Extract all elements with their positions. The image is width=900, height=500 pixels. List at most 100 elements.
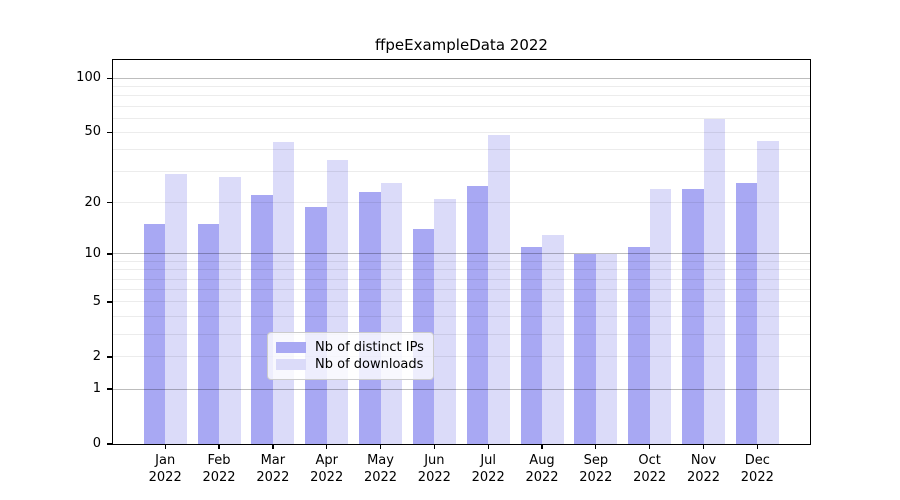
bar-downloads-jan <box>165 174 187 444</box>
month-label: Jan <box>155 453 176 468</box>
legend: Nb of distinct IPs Nb of downloads <box>267 332 434 380</box>
distinct-ips-swatch <box>276 342 306 353</box>
x-tick-dec <box>756 444 758 449</box>
gridline-2 <box>113 356 810 358</box>
gridline-7 <box>113 278 810 280</box>
major-gridline-1 <box>113 388 810 390</box>
year-label: 2022 <box>256 470 290 485</box>
year-label: 2022 <box>525 470 559 485</box>
year-label: 2022 <box>148 470 182 485</box>
x-tick-jul <box>487 444 489 449</box>
y-tick-label-50: 50 <box>84 124 101 140</box>
plot-area: 100 50 20 10 5 2 1 0 Jan 2022 Feb 2022 Mar 2022 Apr 202… <box>76 59 811 485</box>
x-tick-jan <box>164 444 166 449</box>
x-tick-apr <box>326 444 328 449</box>
y-tick-label-2: 2 <box>92 348 101 364</box>
y-tick-label-5: 5 <box>92 293 101 309</box>
x-tick-label-mar: Mar 2022 <box>233 452 313 486</box>
bar-distinct-ips-jan <box>143 224 166 444</box>
x-tick-oct <box>649 444 651 449</box>
year-label: 2022 <box>202 470 236 485</box>
bar-distinct-ips-nov <box>682 188 704 444</box>
gridline-4 <box>113 315 810 317</box>
bar-distinct-ips-aug <box>520 247 542 444</box>
bar-downloads-nov <box>703 119 725 444</box>
y-tick-50 <box>107 131 113 133</box>
y-tick-1 <box>107 388 113 390</box>
gridline-5 <box>113 301 810 303</box>
x-tick-label-sep: Sep 2022 <box>556 452 636 486</box>
year-label: 2022 <box>740 470 774 485</box>
month-label: Sep <box>583 453 609 468</box>
y-tick-10 <box>107 253 113 255</box>
gridline-8 <box>113 269 810 271</box>
downloads-swatch <box>276 359 306 370</box>
month-label: Oct <box>638 453 661 468</box>
x-tick-feb <box>218 444 220 449</box>
y-tick-label-10: 10 <box>84 245 101 261</box>
bar-distinct-ips-oct <box>628 247 650 444</box>
y-tick-100 <box>107 77 113 79</box>
x-tick-label-feb: Feb 2022 <box>179 452 259 486</box>
month-label: Jul <box>480 453 497 468</box>
year-label: 2022 <box>579 470 613 485</box>
x-tick-label-jul: Jul 2022 <box>448 452 528 486</box>
chart-title: ffpeExampleData 2022 <box>375 36 548 54</box>
gridline-90 <box>113 85 810 87</box>
bar-downloads-sep <box>595 253 618 444</box>
x-tick-label-aug: Aug 2022 <box>502 452 582 486</box>
x-tick-nov <box>702 444 705 449</box>
x-tick-label-jun: Jun 2022 <box>394 452 474 486</box>
bar-downloads-mar <box>272 142 295 444</box>
bar-downloads-feb <box>219 177 241 444</box>
legend-item-downloads: Nb of downloads <box>276 356 424 373</box>
month-label: Dec <box>744 453 770 468</box>
gridline-6 <box>113 289 810 291</box>
bar-downloads-aug <box>542 234 564 444</box>
x-tick-jun <box>433 444 435 449</box>
bar-downloads-oct <box>649 188 672 444</box>
bar-distinct-ips-mar <box>251 195 273 444</box>
y-tick-label-20: 20 <box>84 194 101 210</box>
y-tick-2 <box>107 356 113 358</box>
bar-distinct-ips-feb <box>197 224 220 444</box>
bar-downloads-may <box>380 182 403 444</box>
bar-distinct-ips-apr <box>305 206 327 444</box>
major-gridline-100 <box>113 77 810 79</box>
gridline-80 <box>113 95 810 97</box>
bar-downloads-jul <box>488 135 510 444</box>
year-label: 2022 <box>633 470 667 485</box>
bar-downloads-dec <box>757 140 779 444</box>
year-label: 2022 <box>686 470 721 485</box>
year-label: 2022 <box>310 470 344 485</box>
x-tick-may <box>379 444 382 449</box>
y-tick-20 <box>107 202 113 204</box>
gridline-50 <box>113 131 810 133</box>
x-tick-label-oct: Oct 2022 <box>610 452 690 486</box>
y-tick-5 <box>107 301 113 303</box>
legend-label-downloads: Nb of downloads <box>315 357 424 372</box>
legend-item-distinct-ips: Nb of distinct IPs <box>276 339 424 356</box>
month-label: Feb <box>207 453 231 468</box>
gridline-20 <box>113 202 810 204</box>
gridline-60 <box>113 117 810 119</box>
year-label: 2022 <box>417 470 451 485</box>
gridline-40 <box>113 149 810 151</box>
legend-label-distinct-ips: Nb of distinct IPs <box>315 340 424 355</box>
y-tick-label-1: 1 <box>92 381 101 397</box>
bar-downloads-jun <box>434 198 456 444</box>
x-tick-label-jan: Jan 2022 <box>125 452 205 486</box>
y-tick-label-100: 100 <box>76 70 101 86</box>
y-tick-0 <box>107 443 113 445</box>
bar-distinct-ips-may <box>359 192 381 444</box>
x-tick-mar <box>272 444 274 449</box>
y-tick-label-0: 0 <box>92 436 101 451</box>
x-tick-label-may: May 2022 <box>341 452 421 486</box>
bar-distinct-ips-sep <box>574 253 596 444</box>
month-label: Aug <box>529 453 555 468</box>
month-label: May <box>367 453 394 468</box>
x-tick-aug <box>541 444 543 449</box>
x-tick-label-apr: Apr 2022 <box>287 452 367 486</box>
gridline-9 <box>113 260 810 262</box>
month-label: Mar <box>260 453 286 468</box>
